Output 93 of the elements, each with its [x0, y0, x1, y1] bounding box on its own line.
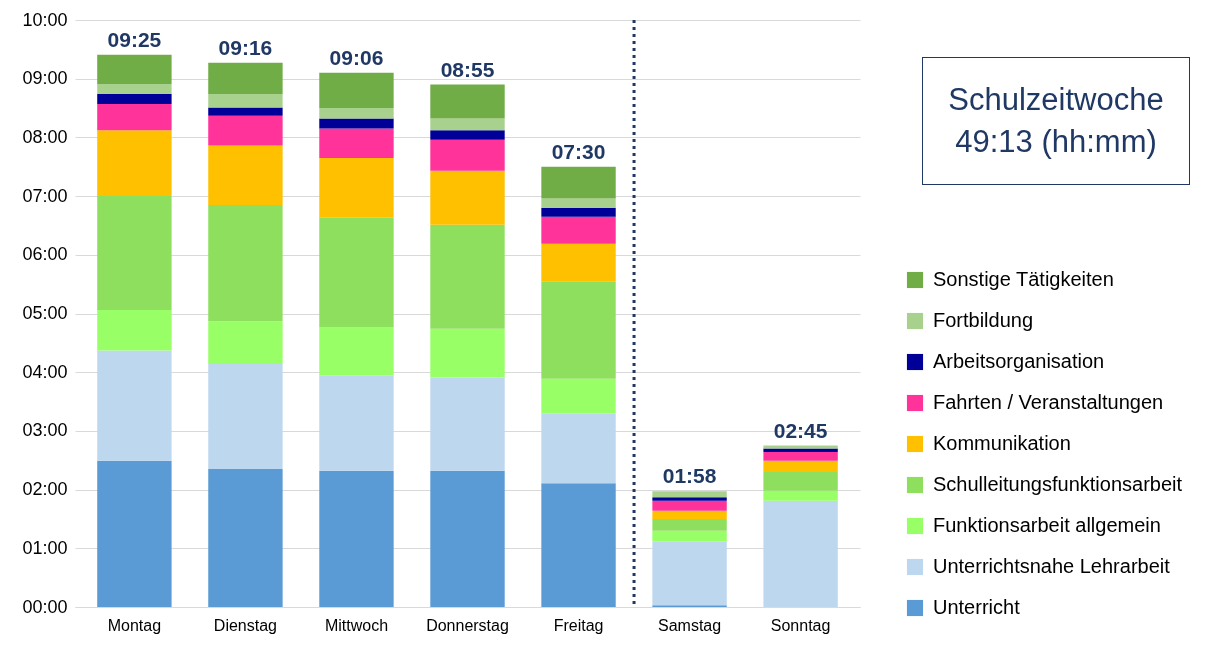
legend-label: Funktionsarbeit allgemein	[933, 514, 1161, 536]
bar	[541, 378, 616, 414]
bar	[319, 118, 394, 129]
bar	[208, 115, 283, 146]
total-label: 08:55	[440, 57, 495, 81]
bar	[652, 510, 727, 519]
bar	[763, 471, 838, 491]
bar	[208, 145, 283, 205]
bar	[97, 54, 172, 84]
bar	[541, 483, 616, 607]
legend-label: Fahrten / Veranstaltungen	[933, 391, 1164, 413]
x-tick-label: Dienstag	[213, 616, 278, 634]
bar	[541, 413, 616, 484]
y-tick-label: 00:00	[22, 596, 68, 617]
bar	[430, 170, 505, 225]
x-tick-label: Donnerstag	[426, 616, 509, 634]
bar	[430, 118, 505, 131]
bar	[541, 198, 616, 208]
bar	[541, 216, 616, 244]
x-tick-label: Samstag	[657, 616, 722, 634]
total-label: 09:06	[329, 45, 384, 69]
total-label: 09:25	[107, 27, 162, 51]
legend-label: Unterrichtsnahe Lehrarbeit	[933, 555, 1171, 577]
bar	[97, 196, 172, 310]
legend-label: Schulleitungsfunktionsarbeit	[933, 473, 1183, 495]
total-label: 09:16	[218, 35, 273, 59]
bar	[319, 327, 394, 376]
legend-label: Unterricht	[933, 596, 1021, 618]
y-tick-label: 08:00	[22, 126, 68, 147]
bar	[430, 139, 505, 171]
bar	[541, 243, 616, 282]
bar	[652, 497, 727, 501]
bar	[652, 530, 727, 542]
legend-label: Sonstige Tätigkeiten	[933, 268, 1114, 290]
y-tick-label: 07:00	[22, 185, 68, 206]
bar	[208, 107, 283, 116]
total-label: 07:30	[551, 139, 606, 163]
bar	[430, 224, 505, 329]
bar	[97, 93, 172, 104]
bar	[430, 84, 505, 119]
bar	[430, 470, 505, 607]
bar	[208, 62, 283, 94]
bar	[208, 469, 283, 607]
bar	[763, 445, 838, 449]
bar	[319, 470, 394, 607]
bar	[541, 166, 616, 199]
y-tick-label: 03:00	[22, 420, 68, 441]
bar	[541, 281, 616, 379]
bar	[652, 500, 727, 511]
y-tick-label: 06:00	[22, 244, 68, 265]
bar	[763, 452, 838, 461]
legend-label: Fortbildung	[933, 309, 1034, 331]
bar	[97, 350, 172, 461]
y-tick-label: 10:00	[22, 9, 68, 30]
bar	[652, 518, 727, 531]
bar	[763, 460, 838, 472]
bar	[97, 83, 172, 94]
bar	[541, 207, 616, 217]
bar	[97, 309, 172, 351]
y-tick-label: 02:00	[22, 479, 68, 500]
bar	[430, 328, 505, 378]
note-box: Schulzeitwoche 49:13 (hh:mm)	[922, 57, 1190, 185]
x-tick-label: Freitag	[553, 616, 604, 634]
bar	[319, 128, 394, 158]
bar	[319, 375, 394, 471]
y-tick-label: 05:00	[22, 303, 68, 323]
y-tick-label: 01:00	[22, 537, 68, 558]
x-tick-label: Sonntag	[770, 616, 831, 634]
legend-label: Kommunikation	[933, 432, 1071, 454]
y-tick-label: 09:00	[22, 68, 68, 89]
bar	[763, 500, 838, 607]
bar	[652, 541, 727, 606]
bar	[208, 321, 283, 364]
legend-label: Arbeitsorganisation	[933, 350, 1105, 372]
y-tick-label: 04:00	[22, 361, 68, 382]
bar	[208, 363, 283, 470]
total-label: 02:45	[773, 418, 828, 442]
bar	[430, 377, 505, 471]
bar	[652, 491, 727, 498]
bar	[430, 130, 505, 140]
bar	[208, 93, 283, 108]
total-label: 01:58	[662, 464, 717, 488]
bar	[97, 130, 172, 197]
bar	[97, 460, 172, 607]
x-tick-label: Montag	[107, 616, 162, 634]
bar	[319, 217, 394, 328]
x-tick-label: Mittwoch	[324, 616, 389, 634]
bar	[208, 204, 283, 322]
bar	[97, 103, 172, 131]
bar	[319, 108, 394, 119]
bar	[763, 490, 838, 501]
bar	[319, 157, 394, 218]
bar	[319, 72, 394, 109]
